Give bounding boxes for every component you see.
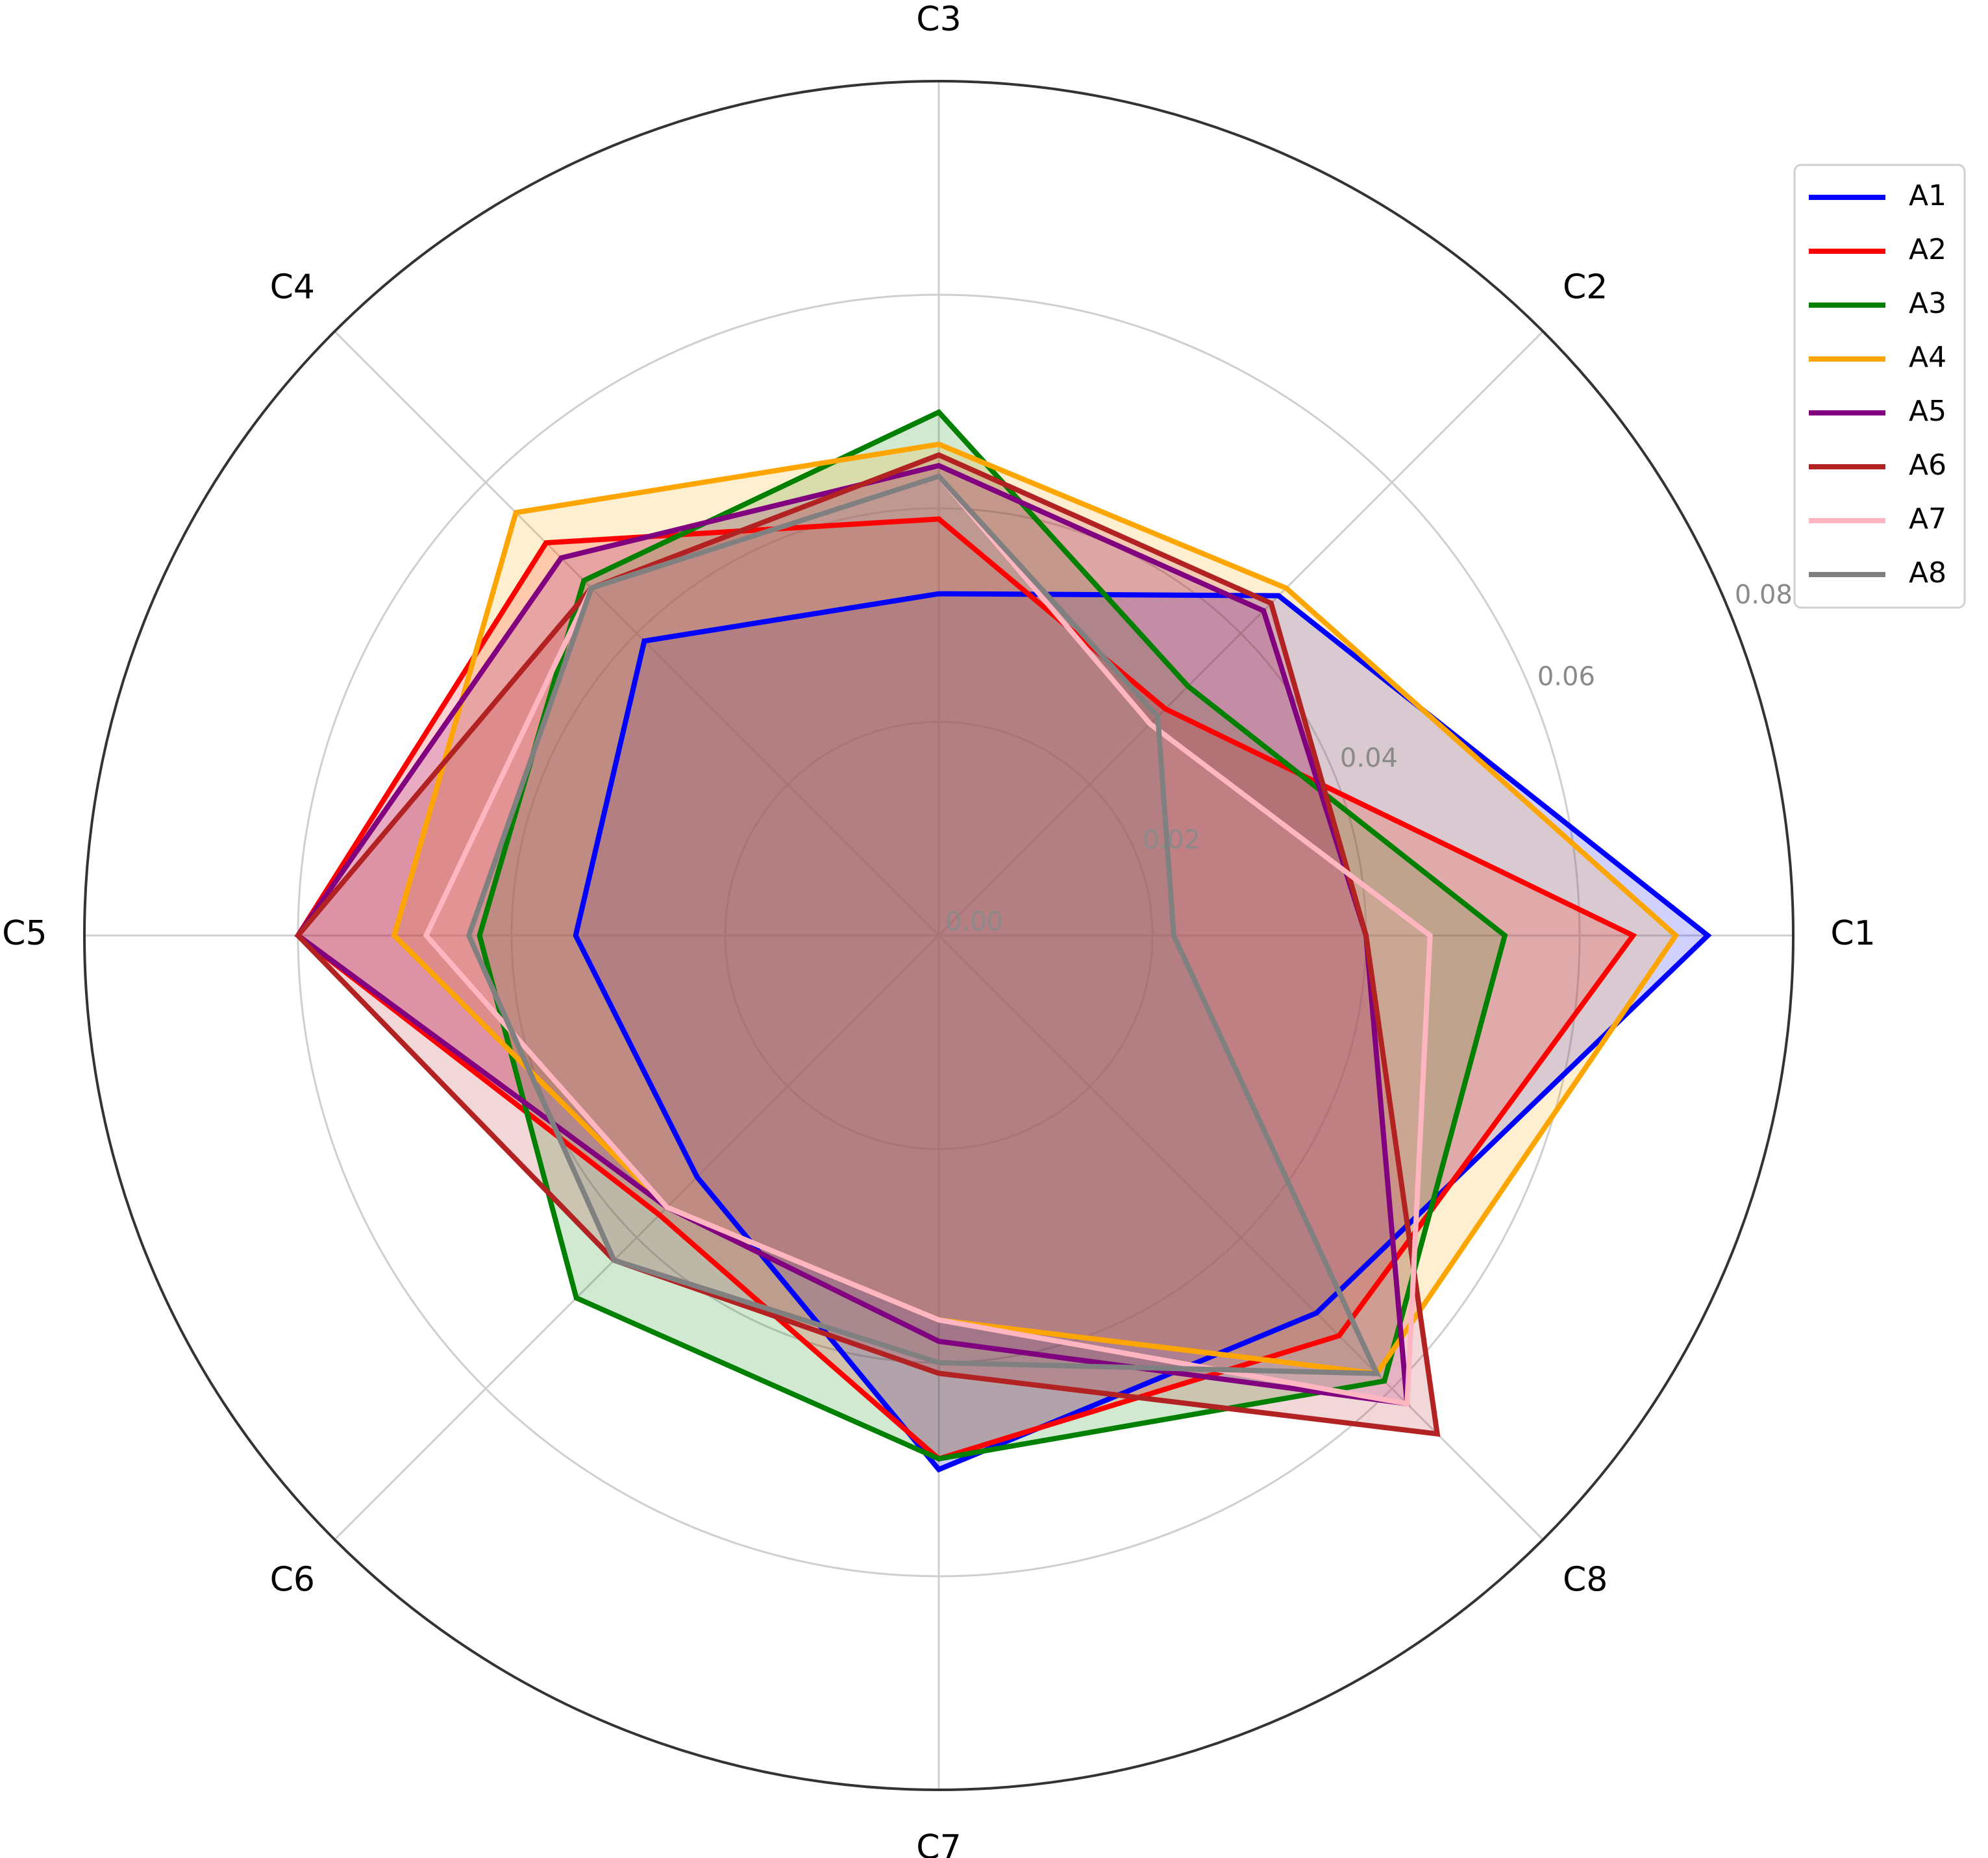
axis-label-C1: C1 [1830,914,1875,953]
axis-label-C2: C2 [1563,267,1608,306]
series-line-A8 [466,473,1382,1376]
spoke-line [938,330,1544,937]
legend-label-A2: A2 [1909,233,1946,266]
radial-tick-labels: 0.00 0.02 0.04 0.06 0.08 [945,580,1793,937]
axis-label-C4: C4 [270,267,315,306]
outer-frame [83,80,1795,1791]
series-line-A4 [391,441,1680,1376]
series-fill-A1 [575,593,1708,1470]
axis-labels: C1 C2 C3 C4 C5 C6 C7 C8 [2,0,1876,1858]
radial-tick-label: 0.00 [945,907,1003,937]
series-line-A6 [294,452,1441,1437]
legend-label-A6: A6 [1909,449,1946,482]
legend-label-A5: A5 [1909,395,1946,428]
axis-label-C7: C7 [916,1828,961,1858]
legend-label-A8: A8 [1909,556,1946,589]
series-layer [294,409,1712,1473]
series-fill-A8 [469,476,1377,1374]
series-line-A7 [423,473,1433,1407]
radial-tick-label: 0.02 [1143,825,1200,855]
legend-label-A4: A4 [1909,341,1946,374]
legend-label-A7: A7 [1909,502,1946,536]
axis-label-C8: C8 [1563,1561,1608,1600]
legend-box [1793,164,1966,609]
axis-label-C3: C3 [916,0,961,39]
spoke-line [334,330,940,937]
spoke-line [334,934,940,1541]
legend-label-A3: A3 [1909,287,1946,320]
series-fill-A2 [298,519,1634,1459]
outer-circle [83,80,1795,1791]
radial-tick-label: 0.06 [1537,662,1595,691]
radial-tick-label: 0.08 [1735,580,1793,610]
legend: A1 A2 A3 A4 A5 A6 A7 A8 [1793,164,1966,609]
radial-tick-label: 0.04 [1340,743,1398,773]
axis-label-C5: C5 [2,914,47,953]
series-fill-A3 [479,412,1505,1459]
legend-label-A1: A1 [1909,179,1946,212]
series-fill-A4 [394,444,1676,1374]
spoke-line [938,934,1544,1541]
series-fill-A7 [426,476,1430,1404]
axis-label-C6: C6 [270,1561,315,1600]
